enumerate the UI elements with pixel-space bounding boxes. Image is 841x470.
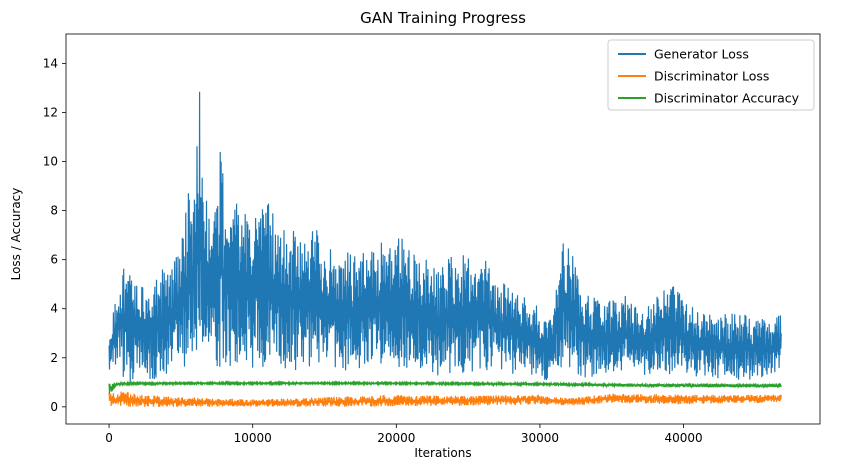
y-tick-label: 10 <box>43 155 58 169</box>
series-discriminator-accuracy <box>108 379 782 394</box>
x-tick-label: 0 <box>105 431 113 445</box>
y-tick-label: 2 <box>50 351 58 365</box>
legend-label: Generator Loss <box>654 47 749 62</box>
x-tick-label: 20000 <box>377 431 415 445</box>
series-discriminator-loss <box>108 391 782 407</box>
y-tick-label: 12 <box>43 105 58 119</box>
legend-item-generator-loss: Generator Loss <box>618 47 749 62</box>
discriminator-loss-line <box>108 391 782 407</box>
plot-area <box>108 91 782 407</box>
y-tick-label: 6 <box>50 253 58 267</box>
discriminator-accuracy-line <box>108 379 782 394</box>
plot-frame <box>65 33 821 425</box>
legend-label: Discriminator Loss <box>654 69 769 84</box>
generator-loss-line <box>108 91 782 383</box>
legend-label: Discriminator Accuracy <box>654 91 800 106</box>
y-tick-label: 0 <box>50 400 58 414</box>
legend-item-discriminator-accuracy: Discriminator Accuracy <box>618 91 800 106</box>
y-tick-label: 8 <box>50 204 58 218</box>
x-tick-label: 10000 <box>234 431 272 445</box>
y-axis-ticks: 0 2 4 6 8 10 12 14 <box>43 56 66 414</box>
x-axis-ticks: 0 10000 20000 30000 40000 <box>105 424 703 445</box>
y-axis-label: Loss / Accuracy <box>9 188 23 281</box>
y-tick-label: 4 <box>50 302 58 316</box>
legend: Generator Loss Discriminator Loss Discrimi… <box>607 39 815 111</box>
x-tick-label: 30000 <box>521 431 559 445</box>
x-tick-label: 40000 <box>664 431 702 445</box>
x-axis-label: Iterations <box>414 446 471 460</box>
y-tick-label: 14 <box>43 56 58 70</box>
chart-title: GAN Training Progress <box>360 9 526 27</box>
legend-item-discriminator-loss: Discriminator Loss <box>618 69 769 84</box>
series-generator-loss <box>108 91 782 383</box>
legend-box <box>607 39 815 111</box>
